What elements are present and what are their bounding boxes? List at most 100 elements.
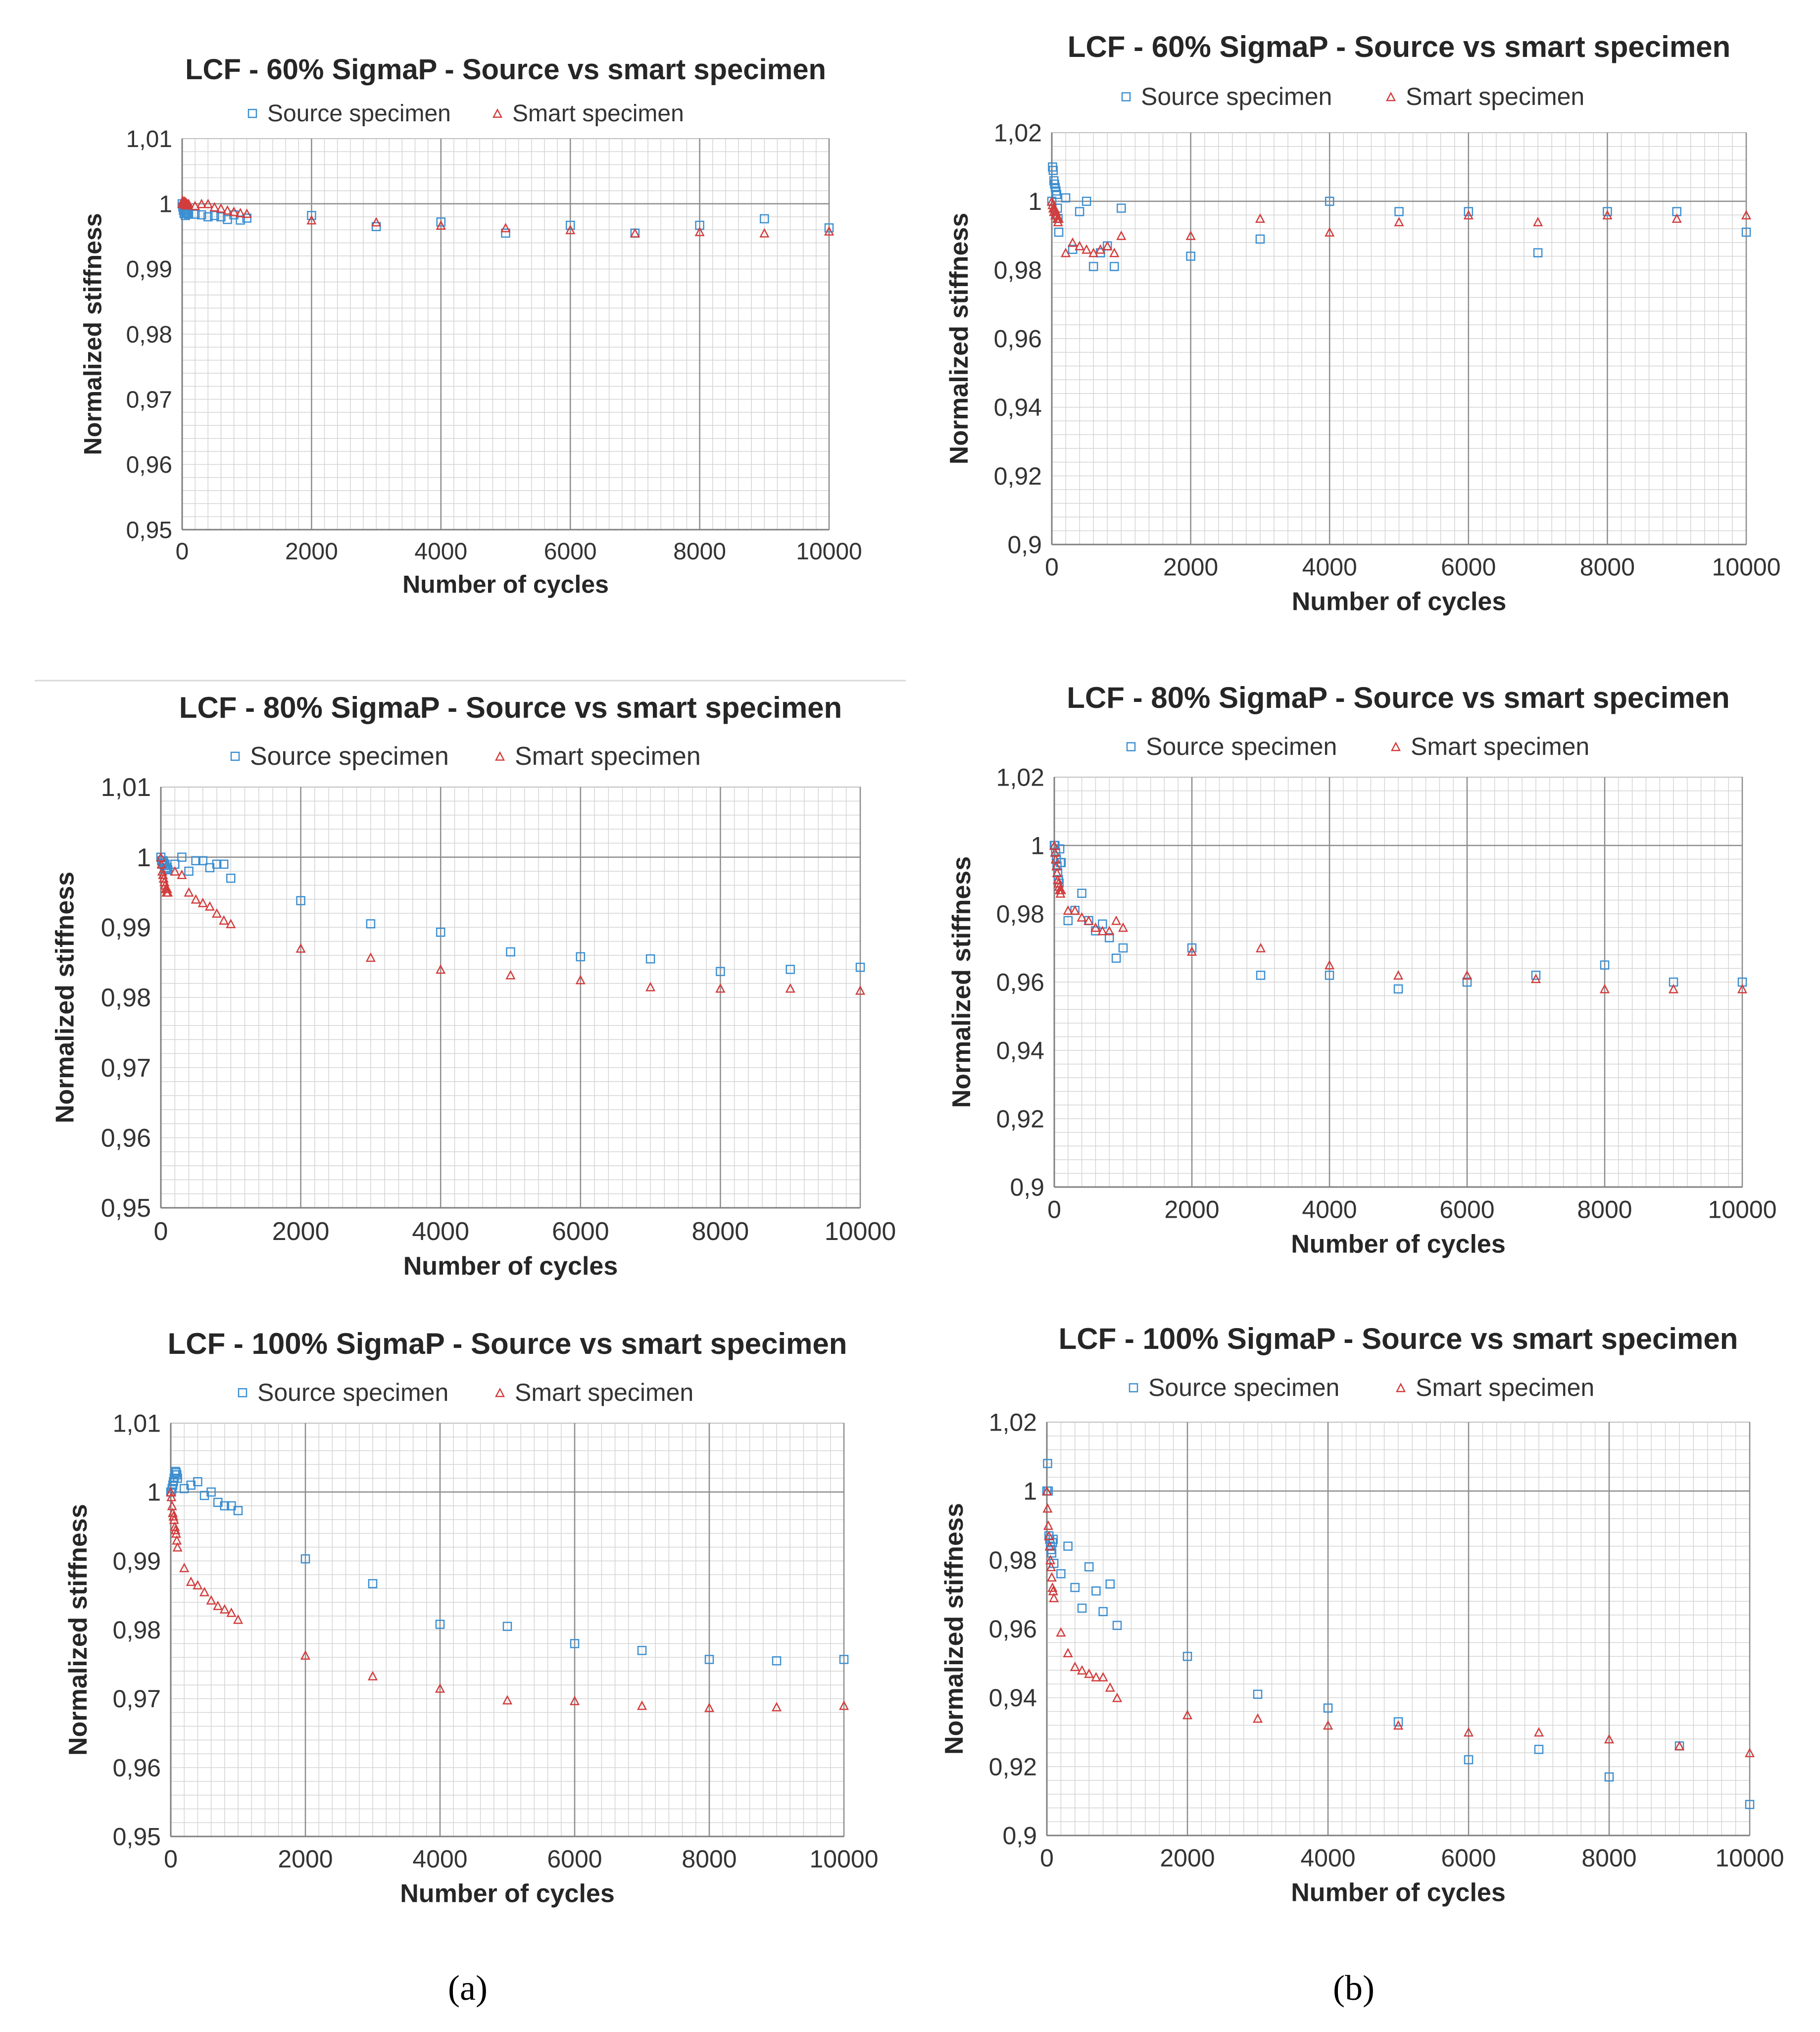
data-point <box>1394 216 1404 227</box>
chart-title: LCF - 60% SigmaP - Source vs smart speci… <box>185 53 826 86</box>
data-point <box>1070 1661 1080 1671</box>
data-point <box>183 198 194 208</box>
data-point <box>1077 1665 1087 1675</box>
data-point <box>694 226 705 237</box>
data-point <box>229 206 239 216</box>
data-point <box>1464 207 1474 216</box>
gridlines <box>1053 777 1743 1187</box>
data-point <box>1741 227 1751 237</box>
data-point <box>216 203 226 213</box>
data-point <box>1088 262 1098 271</box>
data-point <box>1111 915 1122 925</box>
data-point <box>637 1646 647 1655</box>
chart-4: 0 2000 4000 6000 8000 10000 0,9 0,92 0,94 0,96 0,9… <box>947 681 1777 1259</box>
data-point <box>839 1655 849 1664</box>
data-point <box>233 1614 244 1624</box>
series-smart <box>165 1487 849 1712</box>
x-axis-label: Number of cycles <box>1291 1879 1506 1907</box>
y-axis-label: Normalized stiffness <box>947 856 976 1108</box>
data-point <box>786 965 795 974</box>
x-tick-label: 8000 <box>682 1845 737 1873</box>
data-point <box>1464 1755 1474 1765</box>
x-tick-label: 4000 <box>1302 1196 1357 1224</box>
y-axis-label: Normalized stiffness <box>79 213 106 455</box>
x-tick-label: 4000 <box>1300 1844 1355 1872</box>
x-tick-label: 8000 <box>673 539 726 565</box>
data-point <box>216 212 226 222</box>
y-tick-label: 0,9 <box>1010 1174 1044 1201</box>
y-tick-label: 0,95 <box>101 1194 151 1223</box>
data-point <box>1054 227 1064 237</box>
data-point <box>1744 1747 1755 1757</box>
legend-label-source: Source specimen <box>257 1379 448 1406</box>
x-tick-label: 8000 <box>1577 1196 1632 1224</box>
data-point <box>170 1525 181 1535</box>
data-point <box>1393 970 1404 980</box>
legend-label-smart: Smart specimen <box>515 742 701 771</box>
x-tick-label: 6000 <box>544 539 597 565</box>
data-point <box>1070 905 1080 915</box>
data-point <box>1070 1583 1080 1592</box>
data-point <box>569 1695 580 1705</box>
data-point <box>179 1562 190 1573</box>
data-point <box>1091 1672 1101 1682</box>
data-point <box>211 908 222 918</box>
y-tick-label: 0,92 <box>996 1105 1044 1133</box>
x-tick-label: 0 <box>154 1217 168 1246</box>
y-tick-label: 1,02 <box>996 764 1044 792</box>
data-point <box>170 866 180 876</box>
data-point <box>1182 1710 1193 1720</box>
y-tick-label: 0,95 <box>126 517 172 544</box>
data-point <box>1046 196 1057 206</box>
data-point <box>1042 1503 1053 1513</box>
data-point <box>1109 248 1120 257</box>
data-point <box>219 1604 230 1614</box>
data-point <box>772 1656 782 1666</box>
data-point <box>1082 197 1091 206</box>
data-point <box>157 866 167 876</box>
data-point <box>1104 933 1114 942</box>
data-point <box>1116 230 1127 240</box>
y-tick-label: 1,01 <box>101 773 151 802</box>
data-point <box>184 209 194 219</box>
x-tick-label: 2000 <box>1164 1196 1219 1224</box>
data-point <box>210 211 219 220</box>
y-tick-label: 0,98 <box>996 900 1044 928</box>
data-point <box>212 859 222 869</box>
data-point <box>436 928 445 937</box>
x-axis-label: Number of cycles <box>402 571 609 598</box>
data-point <box>173 1474 182 1483</box>
data-point <box>186 1576 196 1586</box>
legend-marker-smart <box>494 1388 505 1397</box>
data-point <box>191 894 201 904</box>
data-point <box>193 1477 202 1487</box>
x-tick-label: 4000 <box>412 1845 467 1873</box>
chart-title: LCF - 80% SigmaP - Source vs smart speci… <box>179 691 842 724</box>
data-point <box>235 207 246 217</box>
y-tick-label: 0,98 <box>101 984 151 1012</box>
data-point <box>1077 889 1086 898</box>
y-axis-label: Normalized stiffness <box>940 1503 969 1755</box>
data-point <box>1531 970 1541 980</box>
x-tick-label: 2000 <box>285 539 338 565</box>
data-point <box>184 887 194 897</box>
legend-label-smart: Smart specimen <box>1416 1374 1594 1401</box>
legend-marker-source <box>1126 742 1136 751</box>
chart-title: LCF - 100% SigmaP - Source vs smart spec… <box>1059 1322 1738 1355</box>
x-tick-label: 2000 <box>1160 1844 1215 1872</box>
y-tick-label: 0,9 <box>1007 531 1042 559</box>
data-point <box>565 225 576 235</box>
y-tick-label: 0,95 <box>113 1823 161 1851</box>
data-point <box>1186 251 1195 261</box>
y-tick-label: 0,92 <box>994 462 1042 490</box>
y-tick-label: 0,92 <box>989 1753 1037 1781</box>
legend: Source specimen Smart specimen <box>230 742 701 771</box>
series-smart <box>1049 840 1748 993</box>
data-point <box>1082 244 1092 254</box>
data-point <box>1112 1692 1123 1702</box>
data-point <box>1602 210 1613 220</box>
data-point <box>220 1501 230 1511</box>
data-point <box>1083 915 1094 925</box>
data-point <box>1674 1740 1685 1750</box>
data-point <box>1056 885 1066 894</box>
